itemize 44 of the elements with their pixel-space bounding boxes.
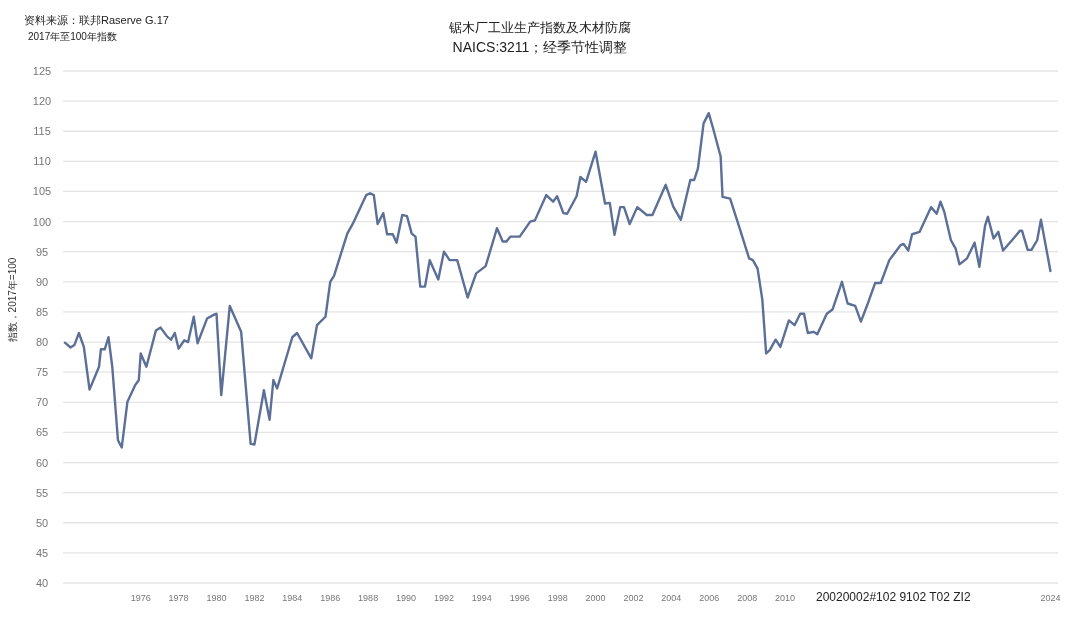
y-tick-label: 70 xyxy=(35,396,49,409)
y-tick-label: 75 xyxy=(35,366,49,379)
y-tick-label: 55 xyxy=(35,486,49,499)
text: 2017年至100年指数 xyxy=(28,31,117,42)
x-tick-label: 1986 xyxy=(320,593,341,603)
x-tick-label: 2002 xyxy=(623,593,644,603)
y-tick-label: 65 xyxy=(35,426,49,439)
y-tick-label: 45 xyxy=(35,546,49,559)
text: 20020002#102 9102 T02 ZI2 xyxy=(816,590,971,604)
y-tick-label: 80 xyxy=(35,336,49,349)
x-tick-label: 1976 xyxy=(130,593,151,603)
x-tick-label: 2010 xyxy=(775,593,796,603)
x-tick-label: 1992 xyxy=(433,593,454,603)
y-tick-label: 60 xyxy=(35,456,49,469)
chart-subtitle: NAICS:3211；经季节性调整 xyxy=(452,39,628,55)
x-tick-label: 1994 xyxy=(471,593,492,603)
y-tick-label: 50 xyxy=(35,516,49,529)
line-series xyxy=(63,111,1052,449)
chart-title: 锯木厂工业生产指数及木材防腐 xyxy=(448,20,631,35)
x-tick-label: 2006 xyxy=(699,593,720,603)
y-tick-label: 120 xyxy=(32,95,52,108)
x-tick-label: 1980 xyxy=(206,593,227,603)
x-tick-label: 1996 xyxy=(509,593,530,603)
y-tick-label: 115 xyxy=(33,125,51,138)
y-tick-label: 85 xyxy=(35,305,49,318)
x-tick-label: 1988 xyxy=(358,593,379,603)
x-tick-label: 1982 xyxy=(244,593,265,603)
y-tick-label: 125 xyxy=(32,65,52,77)
y-tick-label: 105 xyxy=(32,185,52,198)
x-tick-label: 1978 xyxy=(168,593,189,603)
x-tick-label: 1998 xyxy=(547,593,568,603)
x-tick-label: 1990 xyxy=(396,593,417,603)
y-tick-label: 100 xyxy=(32,215,52,228)
y-tick-label: 90 xyxy=(35,275,49,288)
y-tick-label: 110 xyxy=(33,155,51,168)
x-tick-label: 1984 xyxy=(282,593,303,603)
x-tick-label: 2000 xyxy=(585,593,606,603)
x-tick-label: 2024 xyxy=(1040,593,1061,603)
y-tick-label: 95 xyxy=(35,245,49,258)
y-tick-label: 40 xyxy=(35,577,49,589)
y-axis-title: 指数，2017年=100 xyxy=(7,257,18,344)
x-tick-label: 2008 xyxy=(737,593,758,603)
text: 资料来源：联邦Raserve G.17 xyxy=(24,14,169,26)
x-tick-label: 2004 xyxy=(661,593,682,603)
